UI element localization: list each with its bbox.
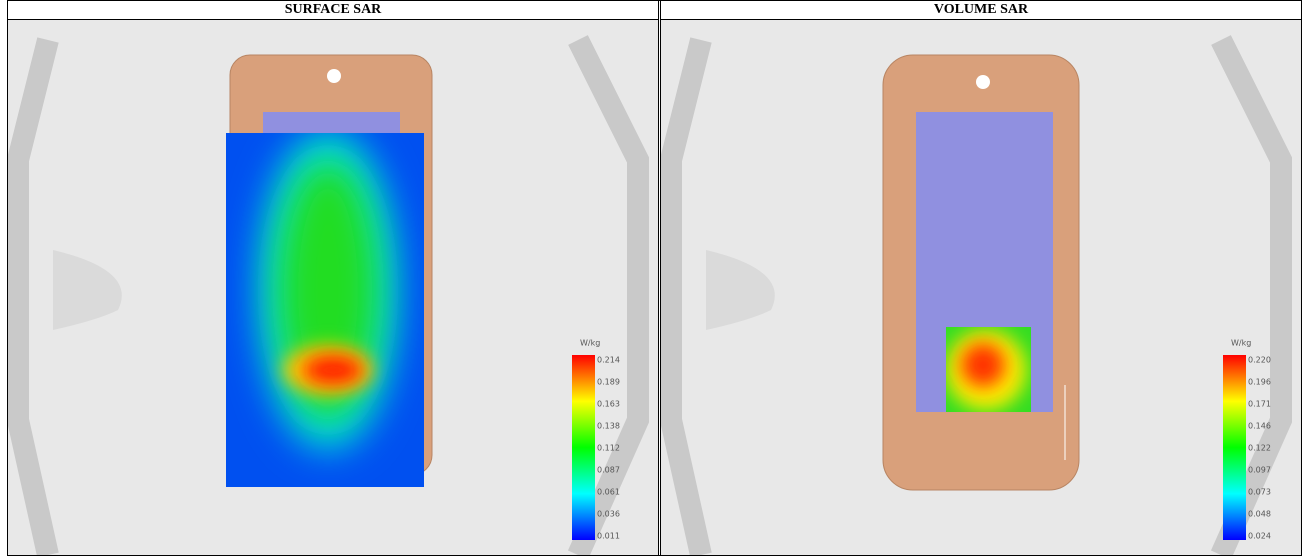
legend-label: 0.024	[1248, 532, 1271, 541]
legend-label: 0.146	[1248, 422, 1271, 431]
legend-label: 0.122	[1248, 444, 1271, 453]
legend-label: 0.196	[1248, 378, 1271, 387]
sar-table: SURFACE SAR VOLUME SAR	[7, 0, 1302, 556]
color-legend: W/kg 0.214 0.189 0.163 0.138 0.112 0.087 0.061 0…	[580, 339, 620, 541]
legend-label: 0.163	[597, 400, 620, 409]
legend-label: 0.036	[597, 510, 620, 519]
legend-label: 0.061	[597, 488, 620, 497]
legend-unit: W/kg	[580, 339, 600, 348]
legend-unit: W/kg	[1231, 339, 1251, 348]
legend-label: 0.073	[1248, 488, 1271, 497]
volume-sar-image: W/kg 0.220 0.196 0.171 0.146 0.122 0.097 0.073 0…	[661, 20, 1301, 555]
sar-scene: W/kg 0.220 0.196 0.171 0.146 0.122 0.097 0.073 0…	[661, 20, 1301, 555]
legend-label: 0.189	[597, 378, 620, 387]
legend-label: 0.220	[1248, 356, 1271, 365]
legend-label: 0.171	[1248, 400, 1271, 409]
surface-sar-image: W/kg 0.214 0.189 0.163 0.138 0.112 0.087 0.061 0…	[8, 20, 658, 555]
sar-scene: W/kg 0.214 0.189 0.163 0.138 0.112 0.087 0.061 0…	[8, 20, 658, 555]
legend-label: 0.112	[597, 444, 620, 453]
legend-label: 0.011	[597, 532, 620, 541]
legend-label: 0.097	[1248, 466, 1271, 475]
legend-label: 0.048	[1248, 510, 1271, 519]
color-legend: W/kg 0.220 0.196 0.171 0.146 0.122 0.097 0.073 0…	[1231, 339, 1271, 541]
legend-label: 0.087	[597, 466, 620, 475]
header-cell: VOLUME SAR	[661, 1, 1301, 20]
legend-label: 0.214	[597, 356, 620, 365]
legend-label: 0.138	[597, 422, 620, 431]
header-cell: SURFACE SAR	[8, 1, 658, 20]
